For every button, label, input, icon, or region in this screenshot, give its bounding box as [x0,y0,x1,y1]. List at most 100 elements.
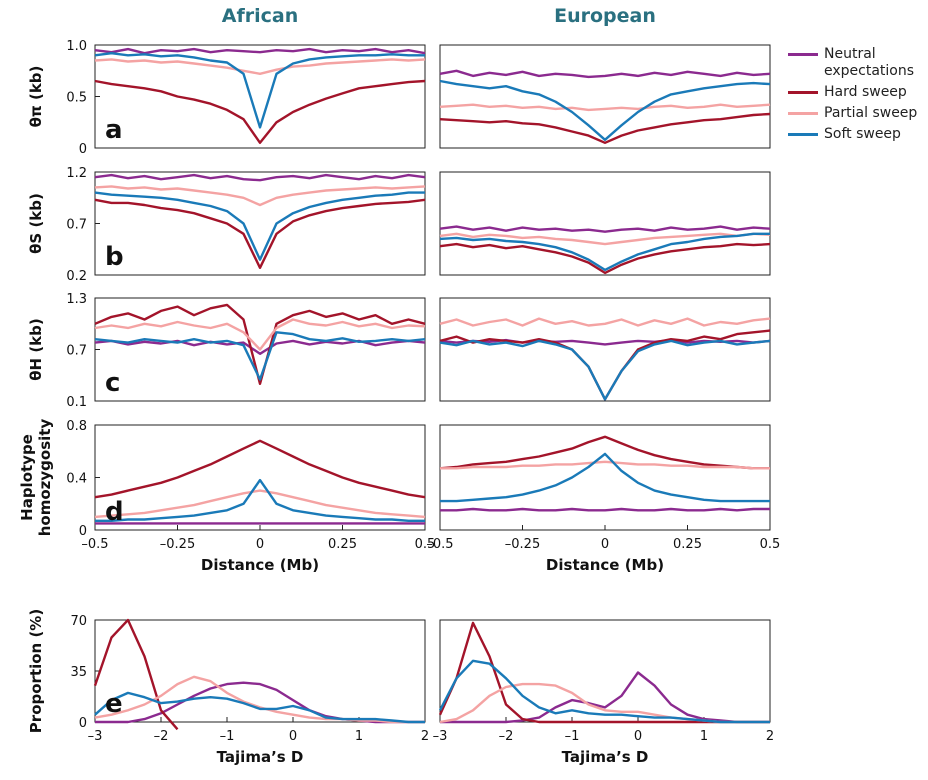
legend-item: Neutral expectations [786,46,926,80]
series-line [94,331,426,381]
x-tick-label: 2 [766,729,774,744]
panel-label: b [105,242,124,272]
y-tick-label: 0 [79,716,87,731]
series-line [94,675,425,724]
x-tick-label: –1 [565,729,580,744]
x-tick-label: 1 [355,729,363,744]
y-tick-label: 0.5 [66,91,87,106]
series-line [439,232,770,272]
y-tick-label: 35 [70,665,87,680]
legend: Neutral expectations Hard sweep Partial sw… [786,46,926,147]
plot-frame [439,424,771,531]
y-tick-label: 0.7 [66,344,87,359]
series-line [94,173,426,182]
x-tick-label: 0.25 [673,537,702,552]
y-tick-label: 0.8 [66,419,87,434]
x-tick-label: –3 [433,729,448,744]
legend-label: Neutral expectations [824,46,915,79]
series-line [94,185,426,207]
y-tick-label: 0.4 [66,472,87,487]
y-axis-label: θS (kb) [27,193,45,254]
x-tick-label: 0.5 [760,537,781,552]
x-tick-label: 0.5 [415,537,436,552]
x-tick-label: 0 [256,537,264,552]
series-line [94,79,426,144]
x-axis-label: Tajima’s D [217,748,304,766]
x-tick-label: 0 [634,729,642,744]
x-axis-label: Distance (Mb) [546,556,664,574]
series-line [94,318,426,351]
legend-item: Soft sweep [786,126,926,143]
column-title: African [222,5,298,27]
series-line [93,618,179,731]
legend-label: Partial sweep [824,105,918,121]
series-line [440,460,770,470]
y-tick-label: 0.1 [66,395,87,410]
series-line [94,198,426,269]
x-tick-label: –0.25 [505,537,540,552]
column-title: European [554,5,656,27]
y-axis-label: Haplotype [18,434,36,521]
x-axis-label: Distance (Mb) [201,556,319,574]
y-axis-label: θπ (kb) [27,66,45,128]
x-tick-label: –1 [220,729,235,744]
x-tick-label: –2 [499,729,514,744]
series-line [439,242,771,275]
legend-item: Hard sweep [786,84,926,101]
series-line [94,52,425,129]
x-tick-label: –2 [154,729,169,744]
series-line [94,303,426,385]
series-line [439,112,771,144]
series-line [439,317,771,327]
plot-frame [439,297,771,402]
legend-swatch [788,91,818,94]
series-line [439,232,771,246]
series-line [94,58,426,75]
y-tick-label: 0.7 [66,218,87,233]
x-tick-label: 0 [601,537,609,552]
y-tick-label: 1.0 [66,39,87,54]
panel-label: e [105,689,123,719]
series-line [439,339,771,401]
y-tick-label: 0.2 [66,269,87,284]
legend-label: Soft sweep [824,126,901,142]
legend-swatch [788,133,818,136]
x-tick-label: –0.5 [81,537,108,552]
y-tick-label: 70 [70,614,87,629]
plot-frame [439,44,771,149]
x-tick-label: 0.25 [328,537,357,552]
series-line [439,69,771,79]
series-line [439,682,770,724]
series-line [94,691,425,724]
plot-frame [439,171,771,276]
x-tick-label: –3 [88,729,103,744]
series-line [439,225,771,233]
series-line [94,489,426,519]
legend-label: Hard sweep [824,84,907,100]
series-line [439,103,771,112]
series-line [95,681,425,724]
legend-swatch [788,112,818,115]
series-line [94,191,425,261]
y-axis-label: Proportion (%) [27,609,45,733]
y-tick-label: 1.2 [66,166,87,181]
legend-swatch [788,53,818,56]
y-axis-label: homozygosity [36,419,54,537]
panel-label: d [105,497,124,527]
series-line [440,671,770,724]
x-tick-label: –0.5 [426,537,453,552]
series-line [440,507,770,512]
panel-label: c [105,368,120,398]
legend-item: Partial sweep [786,105,926,122]
series-line [439,79,771,141]
y-tick-label: 0 [79,142,87,157]
x-axis-label: Tajima’s D [562,748,649,766]
x-tick-label: –0.25 [160,537,195,552]
y-tick-label: 0 [79,524,87,539]
series-line [94,439,426,499]
y-tick-label: 1.3 [66,292,87,307]
x-tick-label: 1 [700,729,708,744]
series-line [440,452,770,503]
